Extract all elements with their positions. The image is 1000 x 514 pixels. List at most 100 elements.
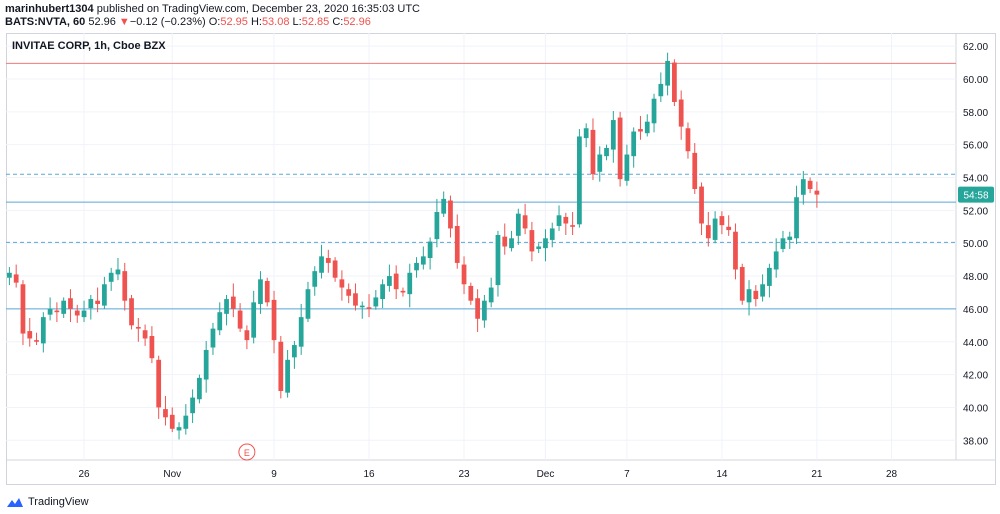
price-tick-label: 42.00 — [963, 371, 988, 382]
candle-up — [312, 271, 318, 287]
candle-down — [230, 296, 236, 309]
time-tick-label: Dec — [537, 469, 555, 480]
candle-down — [461, 264, 467, 285]
candle-up — [556, 215, 562, 226]
price-change: −0.12 (−0.23%) — [129, 16, 206, 28]
price-tick-label: 62.00 — [963, 42, 988, 53]
candle-down — [678, 99, 684, 127]
candle-down — [400, 290, 406, 293]
candle-up — [305, 289, 311, 319]
candle-up — [495, 235, 501, 286]
candle-up — [787, 236, 793, 240]
time-tick-label: Nov — [163, 469, 181, 480]
candle-down — [264, 280, 270, 303]
candle-up — [285, 359, 290, 393]
candle-up — [651, 98, 657, 124]
candle-up — [47, 308, 53, 315]
candle-up — [359, 305, 365, 308]
candle-up — [549, 228, 555, 240]
candle-down — [278, 341, 284, 392]
candle-down — [726, 226, 732, 231]
candle-down — [502, 236, 508, 247]
candle-down — [346, 289, 352, 296]
candle-up — [746, 289, 752, 303]
candle-down — [149, 336, 155, 359]
candle-down — [393, 273, 399, 290]
candle-up — [631, 131, 637, 157]
candle-up — [624, 154, 630, 181]
candle-down — [366, 307, 372, 309]
candle-up — [780, 238, 786, 249]
price-tick-label: 48.00 — [963, 272, 988, 283]
candle-up — [773, 251, 779, 270]
author-name: marinhubert1304 — [5, 3, 94, 15]
candle-up — [665, 60, 670, 86]
last-price-badge: 54:58 — [958, 186, 994, 203]
candle-up — [7, 272, 12, 278]
candle-up — [658, 83, 664, 97]
candle-down — [135, 326, 141, 329]
candle-down — [807, 180, 813, 190]
candle-down — [13, 274, 19, 283]
candle-down — [448, 200, 453, 229]
time-tick-label: 21 — [811, 469, 823, 480]
price-tick-label: 38.00 — [963, 436, 988, 447]
candle-up — [604, 147, 609, 157]
time-axis[interactable]: 26 Nov 9 16 23 Dec 7 14 21 28 — [78, 469, 897, 480]
candle-up — [298, 317, 304, 347]
time-tick-label: 16 — [363, 469, 375, 480]
candle-up — [102, 284, 107, 306]
candle-up — [543, 238, 548, 249]
candle-down — [699, 186, 704, 224]
candle-up — [515, 213, 521, 236]
time-tick-label: 14 — [716, 469, 728, 480]
price-tick-label: 50.00 — [963, 239, 988, 250]
horizontal-lines — [6, 62, 956, 310]
tradingview-footer[interactable]: TradingView — [6, 494, 89, 510]
earnings-marker[interactable]: E — [238, 443, 256, 461]
candle-down — [169, 414, 175, 429]
symbol-label: BATS:NVTA, 60 — [5, 16, 86, 28]
price-chart[interactable]: 62.00 60.00 58.00 56.00 54.00 52.00 50.00 48.00… — [6, 33, 996, 485]
candle-up — [434, 212, 440, 240]
candle-up — [108, 272, 114, 282]
candle-up — [488, 287, 494, 303]
candle-up — [217, 312, 223, 331]
candle-down — [733, 231, 738, 270]
candle-down — [27, 331, 33, 339]
candle-down — [692, 152, 698, 190]
candles — [7, 52, 820, 440]
time-tick-label: 23 — [458, 469, 470, 480]
candle-down — [353, 293, 358, 306]
candle-down — [20, 284, 26, 334]
candle-down — [638, 129, 643, 132]
high-value: 53.08 — [261, 16, 290, 28]
candle-down — [95, 300, 100, 304]
candle-down — [814, 190, 820, 195]
candle-down — [34, 340, 39, 342]
price-axis[interactable]: 62.00 60.00 58.00 56.00 54.00 52.00 50.00 48.00… — [963, 42, 988, 447]
publish-info: marinhubert1304 published on TradingView… — [5, 3, 420, 15]
price-tick-label: 52.00 — [963, 206, 988, 217]
time-tick-label: 28 — [886, 469, 898, 480]
candle-up — [88, 299, 94, 309]
candle-up — [509, 238, 514, 249]
candle-up — [414, 262, 419, 271]
price-tick-label: 58.00 — [963, 108, 988, 119]
candle-down — [617, 117, 623, 180]
candle-up — [767, 267, 772, 286]
candle-up — [427, 241, 433, 258]
tradingview-brand: TradingView — [28, 496, 89, 508]
candle-up — [61, 300, 67, 314]
candle-down — [529, 230, 535, 252]
candle-up — [373, 297, 379, 307]
candle-down — [122, 271, 128, 301]
grid — [6, 33, 956, 460]
candle-up — [203, 349, 209, 380]
candle-up — [482, 300, 487, 321]
price-tick-label: 54.00 — [963, 174, 988, 185]
candle-down — [74, 310, 80, 316]
publish-date: published on TradingView.com, December 2… — [93, 3, 420, 15]
price-tick-label: 44.00 — [963, 338, 988, 349]
candle-down — [163, 409, 168, 418]
